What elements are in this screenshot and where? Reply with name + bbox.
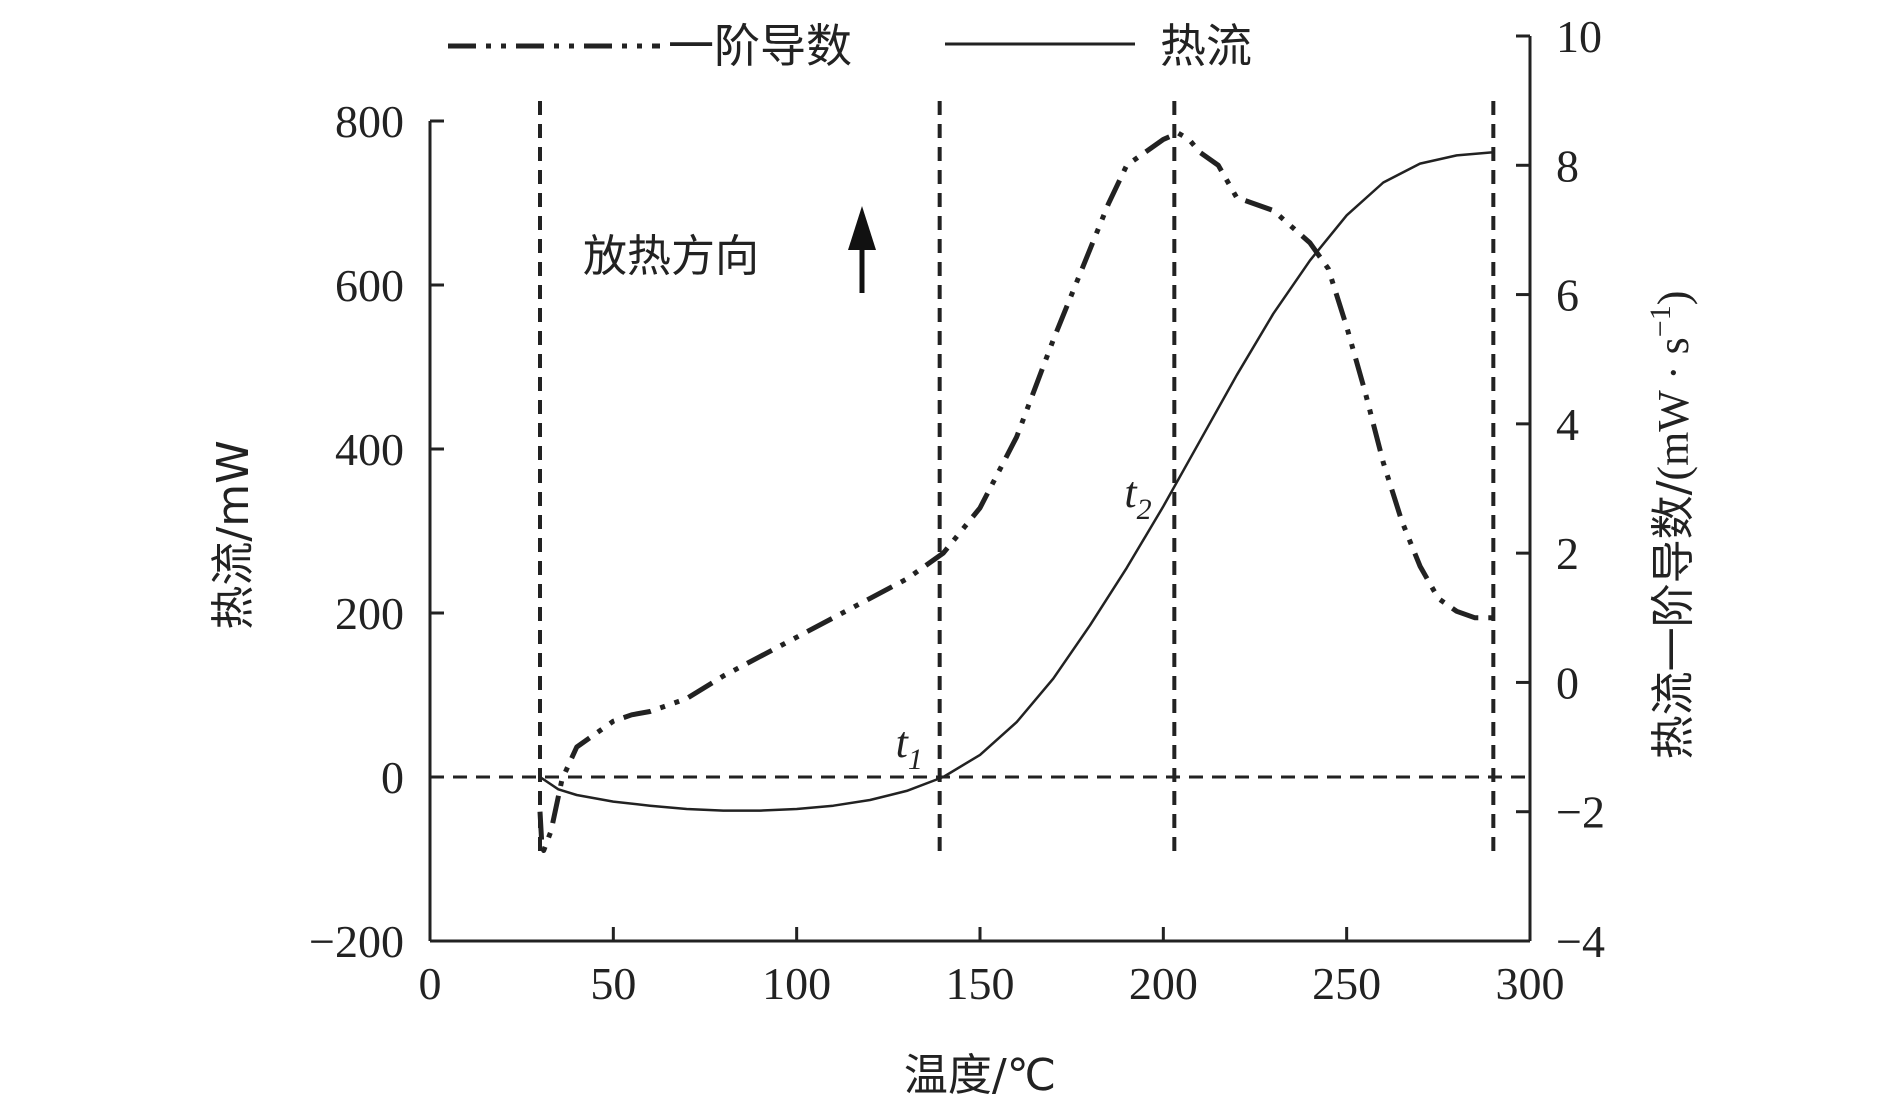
legend: 一阶导数 热流 <box>448 19 1252 73</box>
series-layer <box>537 130 1494 853</box>
tick-labels: 0 50 100 150 200 250 300 −200 0 200 400 600 800 −4 −2 0… <box>309 11 1605 1009</box>
right-y-axis-title-prefix: 热流一阶导数/ <box>1648 480 1699 759</box>
exothermic-direction-annotation: 放热方向 <box>583 206 876 293</box>
right-y-axis-title-unit: (mW · s <box>1649 337 1698 480</box>
right-y-tick-label: 2 <box>1556 528 1579 579</box>
right-y-tick-label: 10 <box>1556 11 1602 62</box>
up-arrow-icon <box>848 206 876 250</box>
x-axis-title: 温度/℃ <box>904 1050 1056 1098</box>
left-y-tick-label: 600 <box>335 260 404 311</box>
right-y-axis-title-close: ) <box>1649 291 1698 306</box>
t-point-labels: t1 t2 <box>896 468 1152 776</box>
right-y-tick-label: 0 <box>1556 657 1579 708</box>
exothermic-direction-label: 放热方向 <box>583 231 759 282</box>
right-y-axis-title: 热流一阶导数/(mW · s−1) <box>1644 291 1699 760</box>
left-y-tick-label: 800 <box>335 96 404 147</box>
right-y-tick-label: 4 <box>1556 399 1579 450</box>
t1-label: t1 <box>896 718 923 776</box>
left-y-axis-title: 热流/mW <box>208 440 259 629</box>
right-y-tick-label: 6 <box>1556 270 1579 321</box>
legend-derivative-label: 一阶导数 <box>668 19 852 73</box>
right-y-axis-title-sup: −1 <box>1644 305 1677 337</box>
x-tick-label: 250 <box>1312 958 1381 1009</box>
right-y-tick-label: −2 <box>1556 787 1605 838</box>
left-y-tick-label: 200 <box>335 588 404 639</box>
x-tick-label: 50 <box>590 958 636 1009</box>
legend-heatflow-label: 热流 <box>1160 19 1252 73</box>
t2-label: t2 <box>1124 468 1151 526</box>
left-y-tick-label: 400 <box>335 424 404 475</box>
x-tick-label: 300 <box>1496 958 1565 1009</box>
x-tick-label: 100 <box>762 958 831 1009</box>
x-tick-label: 150 <box>946 958 1015 1009</box>
derivative-series-line <box>537 130 1494 853</box>
x-tick-label: 200 <box>1129 958 1198 1009</box>
t2-subscript: 2 <box>1137 493 1152 526</box>
reference-lines <box>430 101 1530 859</box>
left-y-tick-label: −200 <box>309 916 404 967</box>
left-y-tick-label: 0 <box>381 752 404 803</box>
axes <box>428 36 1532 943</box>
heatflow-series-line <box>539 150 1494 812</box>
right-y-tick-label: 8 <box>1556 140 1579 191</box>
tick-marks <box>428 34 1532 943</box>
x-tick-label: 0 <box>419 958 442 1009</box>
t1-subscript: 1 <box>908 743 923 776</box>
right-y-tick-label: −4 <box>1556 916 1605 967</box>
